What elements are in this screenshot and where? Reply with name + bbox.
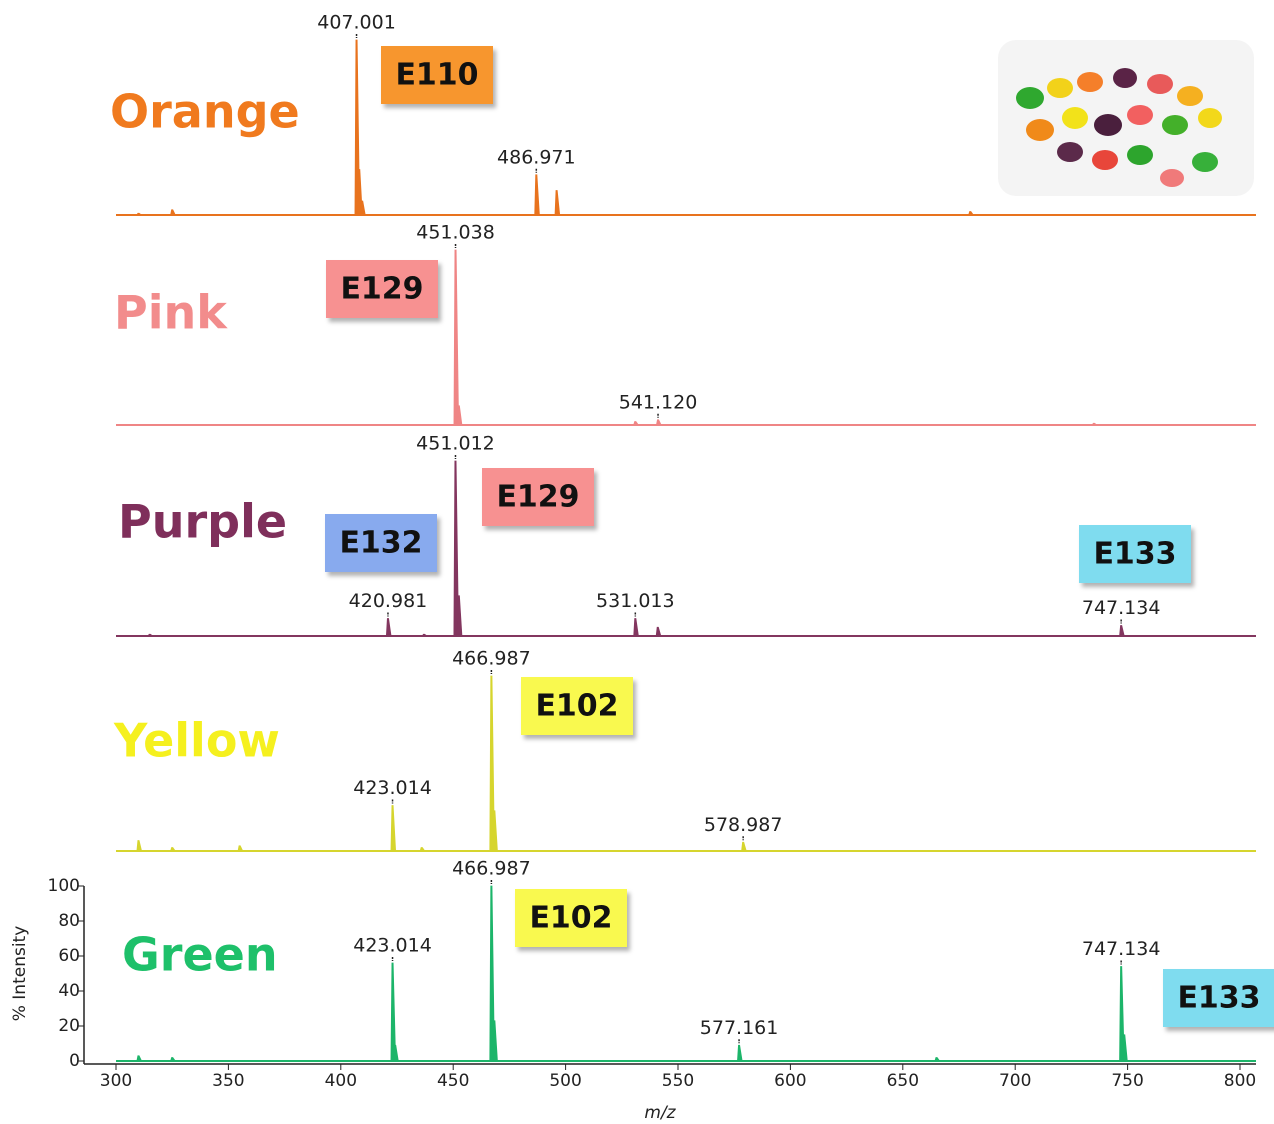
sample-name: Green (122, 928, 278, 982)
candy-photo (998, 40, 1254, 196)
peak (453, 249, 460, 426)
x-tick-label: 500 (549, 1071, 581, 1091)
peak (136, 212, 143, 216)
dye-label: E129 (496, 480, 579, 515)
sample-name: Yellow (113, 714, 280, 768)
x-tick-label: 300 (100, 1071, 132, 1091)
peak (456, 595, 463, 637)
y-tick-label: 0 (69, 1051, 80, 1071)
peak (554, 190, 561, 216)
x-tick-label: 800 (1224, 1071, 1256, 1091)
sample-name: Orange (110, 85, 300, 139)
peak (1119, 625, 1125, 637)
peak (492, 1020, 498, 1062)
peak (393, 1044, 399, 1062)
x-tick-label: 350 (212, 1071, 244, 1091)
peak-label: 747.134 (1082, 597, 1161, 619)
peak (737, 1044, 743, 1062)
peak (1122, 1034, 1128, 1062)
peak-label: 747.134 (1082, 938, 1161, 960)
dye-box (1079, 525, 1191, 583)
x-tick-label: 650 (887, 1071, 919, 1091)
peak (237, 845, 244, 852)
dye-box (521, 677, 633, 735)
dye-label: E132 (339, 526, 422, 561)
peak (390, 805, 397, 852)
peak-label: 420.981 (349, 590, 428, 612)
dye-box (482, 468, 594, 526)
peak (1091, 422, 1099, 426)
peak (136, 1055, 143, 1062)
peak (492, 810, 498, 852)
peak-label: 486.971 (497, 146, 576, 168)
y-tick-label: 20 (58, 1016, 80, 1036)
x-tick-label: 750 (1111, 1071, 1143, 1091)
peak-label: 407.001 (317, 12, 396, 34)
sample-name: Pink (114, 286, 228, 340)
x-tick-label: 450 (437, 1071, 469, 1091)
peak (633, 421, 640, 426)
peak (934, 1057, 941, 1062)
x-tick-label: 550 (662, 1071, 694, 1091)
peak (421, 633, 429, 637)
x-tick-label: 600 (774, 1071, 806, 1091)
peak (655, 419, 662, 426)
y-axis-title: % Intensity (10, 926, 30, 1022)
dye-label: E133 (1093, 537, 1176, 572)
peak (170, 1057, 177, 1062)
dye-box (515, 889, 627, 947)
peak (360, 200, 366, 216)
dye-label: E133 (1177, 981, 1260, 1016)
dye-box (381, 46, 493, 104)
peak (385, 618, 392, 637)
peak-label: 451.038 (416, 222, 495, 244)
dye-label: E110 (395, 58, 478, 93)
peak-label: 451.012 (416, 433, 495, 455)
sample-name: Purple (118, 495, 287, 549)
x-tick-label: 400 (325, 1071, 357, 1091)
peak (633, 618, 639, 637)
dye-label: E102 (529, 901, 612, 936)
peak-label: 531.013 (596, 590, 675, 612)
peak (655, 626, 662, 637)
peak (170, 209, 176, 216)
peak (136, 840, 143, 852)
y-tick-label: 100 (48, 876, 80, 896)
y-tick-label: 80 (58, 911, 80, 931)
y-tick-label: 60 (58, 946, 80, 966)
dye-box (325, 514, 437, 572)
x-tick-label: 700 (999, 1071, 1031, 1091)
peak (534, 174, 540, 216)
peak-label: 577.161 (700, 1017, 779, 1039)
peak (419, 847, 426, 852)
peak-label: 423.014 (353, 777, 432, 799)
peak (741, 841, 747, 852)
peak (170, 847, 177, 852)
peak (147, 633, 155, 637)
peak (968, 211, 975, 216)
peak-label: 423.014 (353, 935, 432, 957)
peak-label: 578.987 (704, 814, 783, 836)
dye-label: E129 (340, 272, 423, 307)
dye-box (1163, 969, 1274, 1027)
peak (456, 405, 463, 426)
peak-label: 466.987 (452, 858, 531, 880)
y-tick-label: 40 (58, 981, 80, 1001)
peak-label: 466.987 (452, 648, 531, 670)
peak-label: 541.120 (619, 391, 698, 413)
dye-label: E102 (535, 689, 618, 724)
dye-box (326, 260, 438, 318)
x-axis-title: m/z (644, 1103, 676, 1123)
